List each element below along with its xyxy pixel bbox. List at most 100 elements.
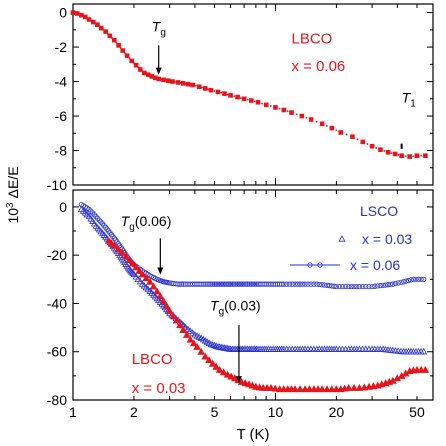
data-point-fine (132, 273, 140, 280)
data-point-fine (375, 147, 378, 149)
data-point (145, 72, 151, 77)
data-point (356, 283, 363, 290)
data-point (346, 283, 352, 290)
data-point-fine (246, 98, 249, 101)
data-point (149, 74, 155, 79)
data-point-fine (321, 282, 328, 288)
data-point (248, 281, 254, 287)
data-point (156, 76, 161, 82)
top-panel-ticks (72, 4, 433, 186)
data-point-fine (211, 281, 218, 287)
data-point-fine (179, 281, 185, 287)
data-point-fine (415, 276, 422, 282)
data-point (380, 282, 386, 288)
data-point (208, 87, 214, 93)
data-point-fine (331, 283, 337, 289)
data-point (369, 143, 375, 149)
data-point-fine (212, 362, 220, 370)
data-point (129, 58, 135, 64)
bottom-panel-legend: LSCO x = 0.03 x = 0.06 (290, 203, 412, 273)
label-lbco-top: LBCO (291, 31, 332, 48)
label-x-0-06: x = 0.06 (291, 58, 345, 75)
data-point-fine (189, 339, 198, 347)
data-point-fine (195, 84, 197, 87)
data-point-fine (245, 281, 251, 287)
data-point-fine (366, 143, 369, 145)
data-point-fine (186, 327, 194, 334)
bottom-panel-ytick-labels: 0 -20 -40 -60 -80 (47, 199, 67, 408)
data-point-fine (184, 325, 192, 332)
data-point-fine (401, 369, 410, 377)
data-point-fine (122, 252, 130, 260)
x-tick-label: 1 (69, 404, 77, 420)
data-point-fine (142, 274, 150, 282)
data-point-fine (239, 97, 242, 99)
data-point (289, 110, 294, 115)
y-axis-label: 103 ΔE/E (5, 166, 21, 223)
data-point (124, 53, 130, 59)
data-point (179, 326, 187, 333)
top-panel-frame (72, 3, 434, 186)
arrow-tg-top-head (155, 67, 162, 75)
data-point-fine (404, 155, 407, 158)
data-point-fine (418, 276, 424, 282)
data-point (125, 265, 133, 273)
data-point (132, 263, 140, 271)
data-point (161, 77, 166, 83)
data-point-fine (286, 281, 293, 287)
data-point-fine (231, 281, 237, 287)
data-point-fine (295, 113, 298, 116)
data-point-fine (210, 281, 216, 287)
data-point-fine (189, 329, 197, 336)
data-point-fine (253, 281, 259, 287)
bottom-panel-annotations: LBCO x = 0.03 Tg(0.06) Tg(0.03) (121, 213, 261, 397)
data-point (130, 270, 138, 278)
data-point (99, 25, 104, 31)
data-point-fine (261, 102, 264, 105)
data-point (291, 385, 299, 393)
series-2 (104, 236, 430, 393)
data-point (146, 277, 154, 285)
y-axis-label-rest: ΔE/E (5, 166, 21, 198)
data-point-fine (284, 281, 290, 287)
data-point (390, 281, 396, 287)
data-point-fine (387, 281, 393, 288)
data-point (133, 62, 139, 68)
data-point (196, 84, 202, 90)
data-point-fine (127, 267, 135, 274)
data-point-fine (114, 245, 123, 253)
data-point (201, 352, 210, 360)
data-point-fine (204, 281, 210, 287)
data-point (421, 365, 430, 373)
data-point (255, 99, 261, 105)
x-tick-label: 20 (329, 404, 345, 420)
data-point-fine (412, 155, 415, 158)
data-point (308, 117, 314, 122)
data-point-fine (233, 281, 239, 287)
data-point-fine (299, 281, 306, 287)
top-panel-ytick-labels: 0 -2 -4 -6 -8 -10 (47, 5, 67, 193)
data-point (202, 86, 208, 91)
data-point-fine (169, 311, 177, 319)
data-point-fine (243, 281, 249, 287)
x-tick-label: 10 (268, 404, 284, 420)
y-tick-label: -80 (47, 392, 67, 408)
y-tick-label: 0 (59, 199, 67, 215)
legend-marker-x-0-03 (338, 235, 346, 242)
data-point-fine (156, 292, 165, 300)
data-point-fine (226, 93, 229, 96)
data-point-fine (128, 259, 137, 267)
y-tick-label: -60 (47, 344, 67, 360)
data-point-fine (226, 281, 232, 287)
data-point (407, 154, 412, 159)
top-panel-data-points (70, 10, 428, 159)
data-point-fine (311, 281, 317, 287)
data-point (392, 151, 398, 157)
data-point-fine (305, 281, 311, 287)
data-point-fine (135, 266, 144, 274)
data-point (138, 67, 143, 72)
data-point (369, 283, 375, 290)
data-point-fine (335, 129, 338, 132)
data-point-fine (390, 152, 393, 155)
data-point-fine (219, 368, 228, 376)
